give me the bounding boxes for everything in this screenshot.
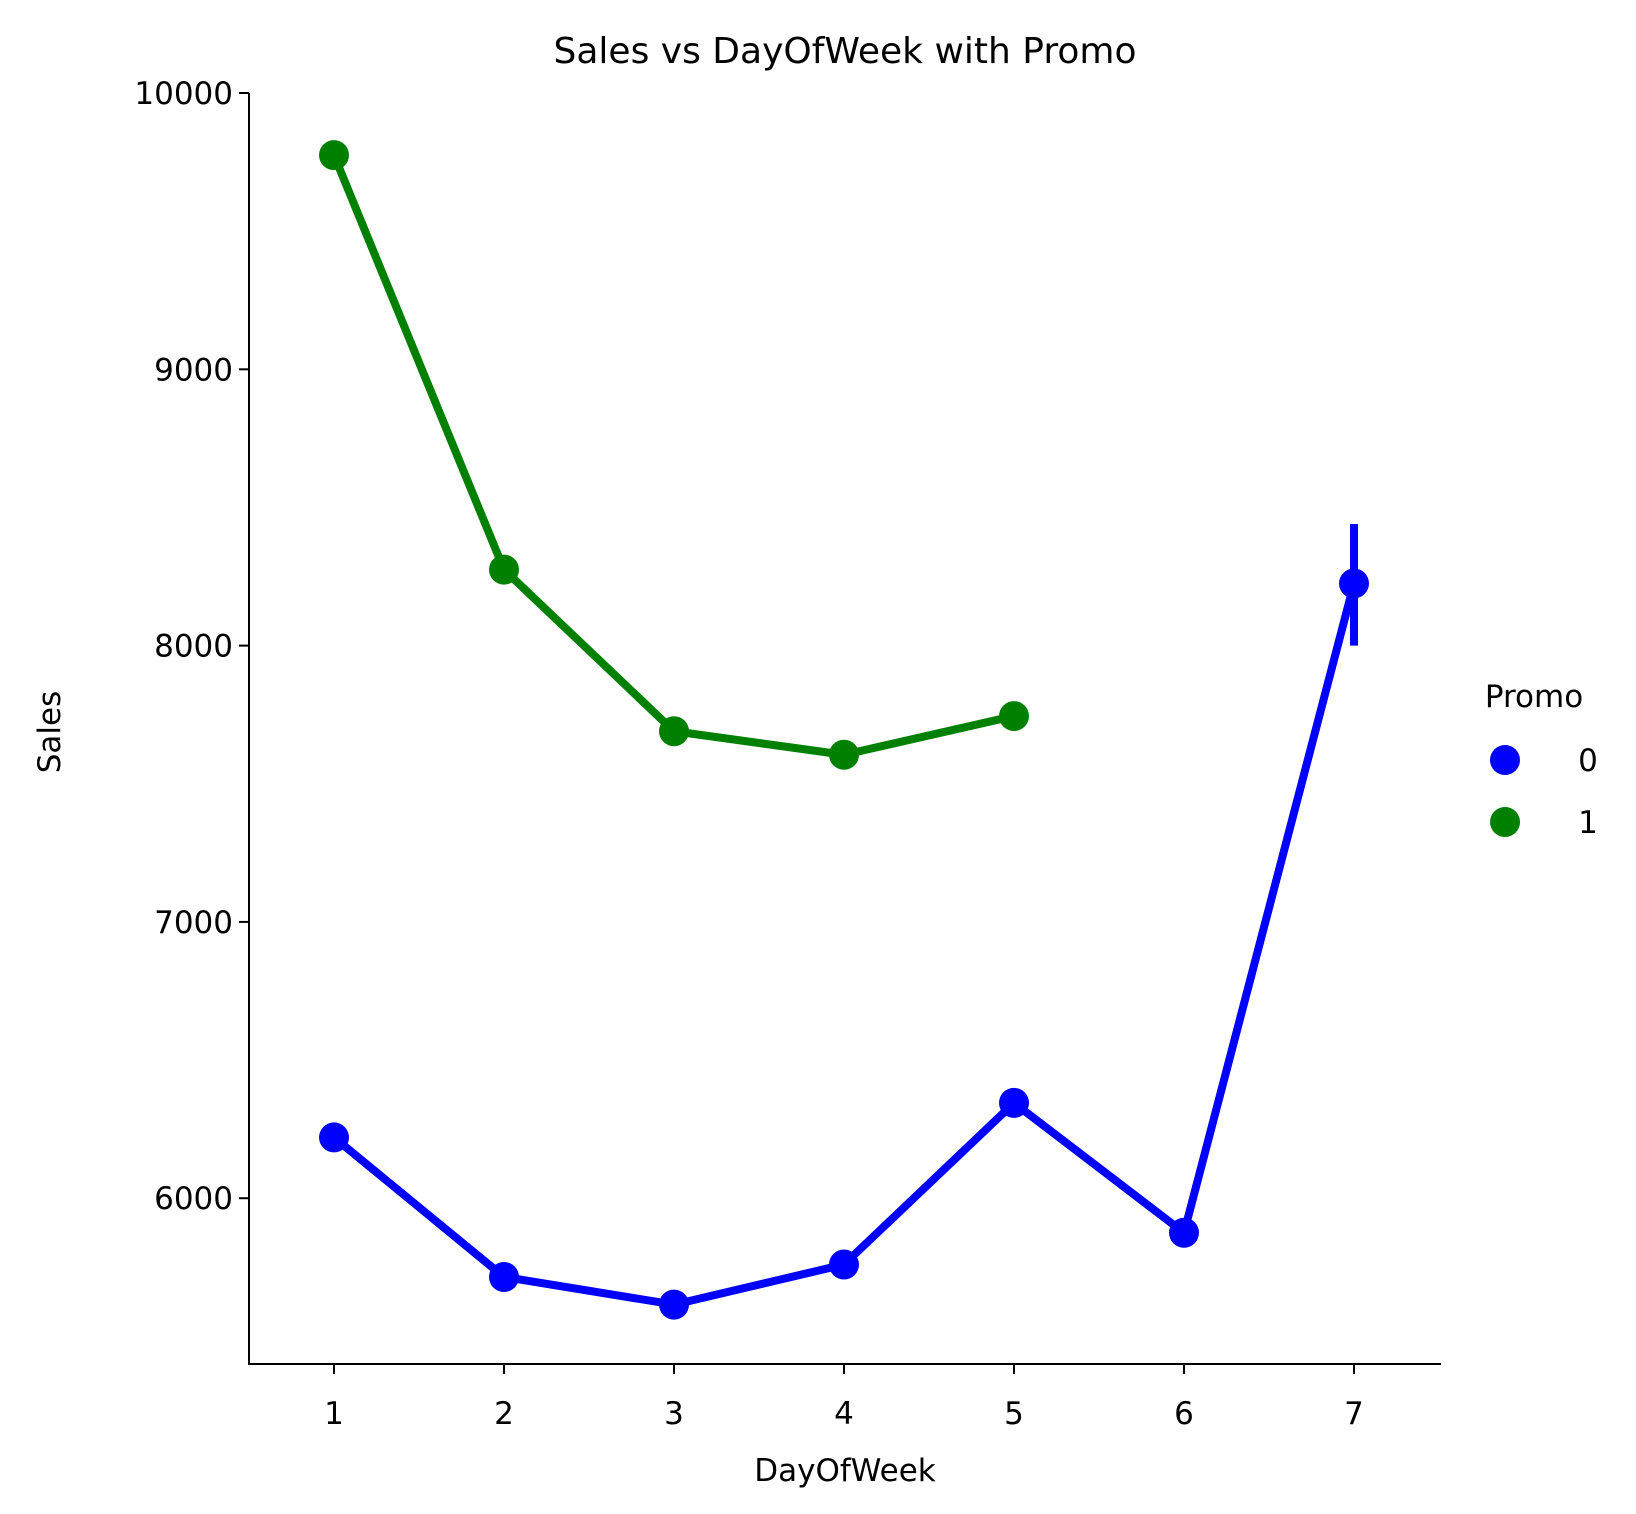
x-tick-label: 3 [664,1396,684,1432]
legend-title: Promo [1485,679,1583,715]
series-1 [319,140,1029,770]
y-ticks: 6000 7000 8000 9000 10000 [134,76,249,1217]
data-point [489,554,519,585]
plot-area [319,140,1369,1320]
y-tick-label: 10000 [134,76,233,112]
data-point [829,1249,859,1280]
data-point [659,1289,689,1320]
data-point [319,140,349,171]
x-tick-label: 2 [494,1396,514,1432]
axes [248,93,1441,1365]
data-point [999,701,1029,732]
y-tick-label: 9000 [154,352,233,388]
data-point [829,739,859,770]
y-tick-label: 6000 [154,1181,233,1217]
data-point [489,1261,519,1292]
legend-label: 0 [1578,743,1598,779]
series-line [330,579,1358,1309]
series-0 [319,524,1369,1320]
y-axis-title: Sales [32,691,68,774]
data-point [659,716,689,747]
x-tick-label: 5 [1004,1396,1024,1432]
x-tick-label: 1 [324,1396,344,1432]
x-tick-label: 6 [1174,1396,1194,1432]
x-tick-label: 4 [834,1396,854,1432]
data-point [1339,568,1369,599]
data-point [1169,1217,1199,1248]
x-axis-title: DayOfWeek [754,1453,936,1489]
data-point [319,1122,349,1153]
data-point [999,1087,1029,1118]
x-tick-label: 7 [1344,1396,1364,1432]
series-line [330,151,1018,759]
legend-marker [1490,745,1520,775]
legend-label: 1 [1578,805,1598,841]
legend-marker [1490,807,1520,837]
legend: Promo 0 1 [1485,679,1598,841]
chart-title: Sales vs DayOfWeek with Promo [554,31,1137,72]
x-ticks: 1 2 3 4 5 6 7 [324,1364,1364,1432]
y-tick-label: 7000 [154,905,233,941]
y-tick-label: 8000 [154,629,233,665]
